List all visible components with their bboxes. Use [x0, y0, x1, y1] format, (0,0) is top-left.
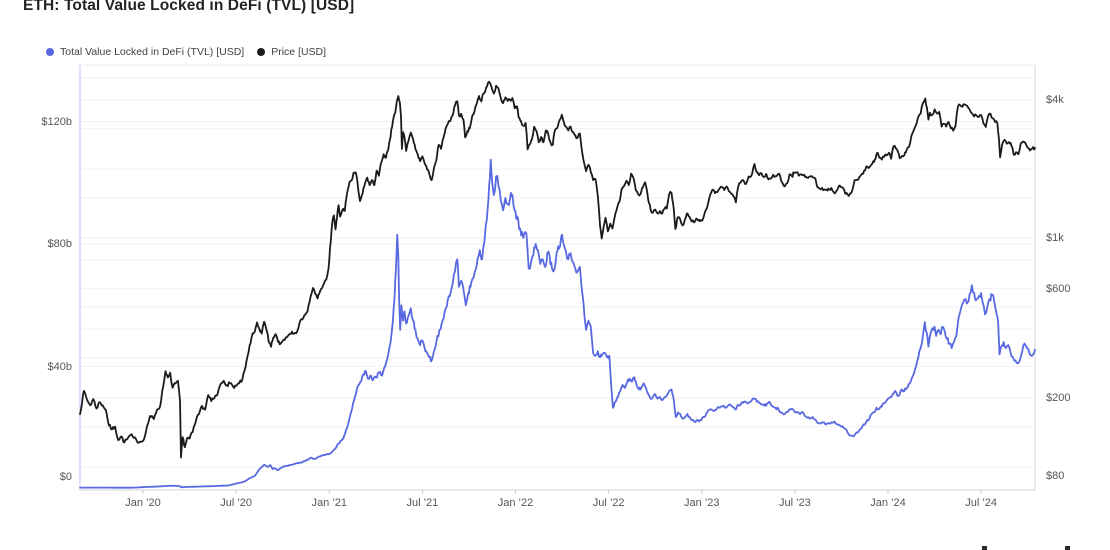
legend-item-tvl[interactable]: Total Value Locked in DeFi (TVL) [USD]: [46, 46, 244, 58]
x-axis-label: Jul ’24: [965, 497, 997, 509]
x-axis-label: Jul ’21: [406, 497, 439, 509]
chart-title: ETH: Total Value Locked in DeFi (TVL) [U…: [23, 0, 355, 14]
x-axis-label: Jan ’21: [311, 497, 348, 509]
x-axis-label: Jan ’20: [125, 497, 161, 509]
x-axis-label: Jul ’22: [592, 497, 625, 509]
y-axis-left-label: $0: [59, 471, 72, 483]
legend-item-label: Total Value Locked in DeFi (TVL) [USD]: [60, 46, 245, 58]
y-axis-right-label: $600: [1046, 282, 1071, 295]
x-axis-label: Jul ’23: [778, 497, 811, 509]
y-axis-left-label: $80b: [47, 238, 72, 250]
legend-item-label: Price [USD]: [271, 46, 327, 58]
legend-dot-icon: [257, 48, 266, 56]
legend: Total Value Locked in DeFi (TVL) [USD] Pr…: [46, 46, 326, 58]
y-axis-right-label: $80: [1046, 470, 1065, 482]
clipped-watermark-mark: [1065, 546, 1070, 550]
x-axis-label: Jan ’23: [684, 497, 720, 509]
y-axis-left-label: $120b: [41, 115, 72, 128]
y-axis-right-label: $4k: [1046, 94, 1064, 107]
x-axis-label: Jul ’20: [220, 497, 252, 509]
y-axis-right-label: $200: [1046, 392, 1071, 405]
tvl-line-series[interactable]: [79, 158, 1036, 489]
legend-dot-icon: [46, 48, 54, 56]
y-axis-right-label: $1k: [1046, 232, 1064, 244]
x-axis-label: Jan ’24: [870, 497, 906, 509]
x-axis-label: Jan ’22: [497, 497, 534, 509]
y-axis-left-label: $40b: [47, 360, 72, 373]
clipped-watermark-mark: [982, 546, 987, 550]
price-line-series[interactable]: [79, 80, 1036, 459]
legend-item-price[interactable]: Price [USD]: [257, 46, 326, 58]
